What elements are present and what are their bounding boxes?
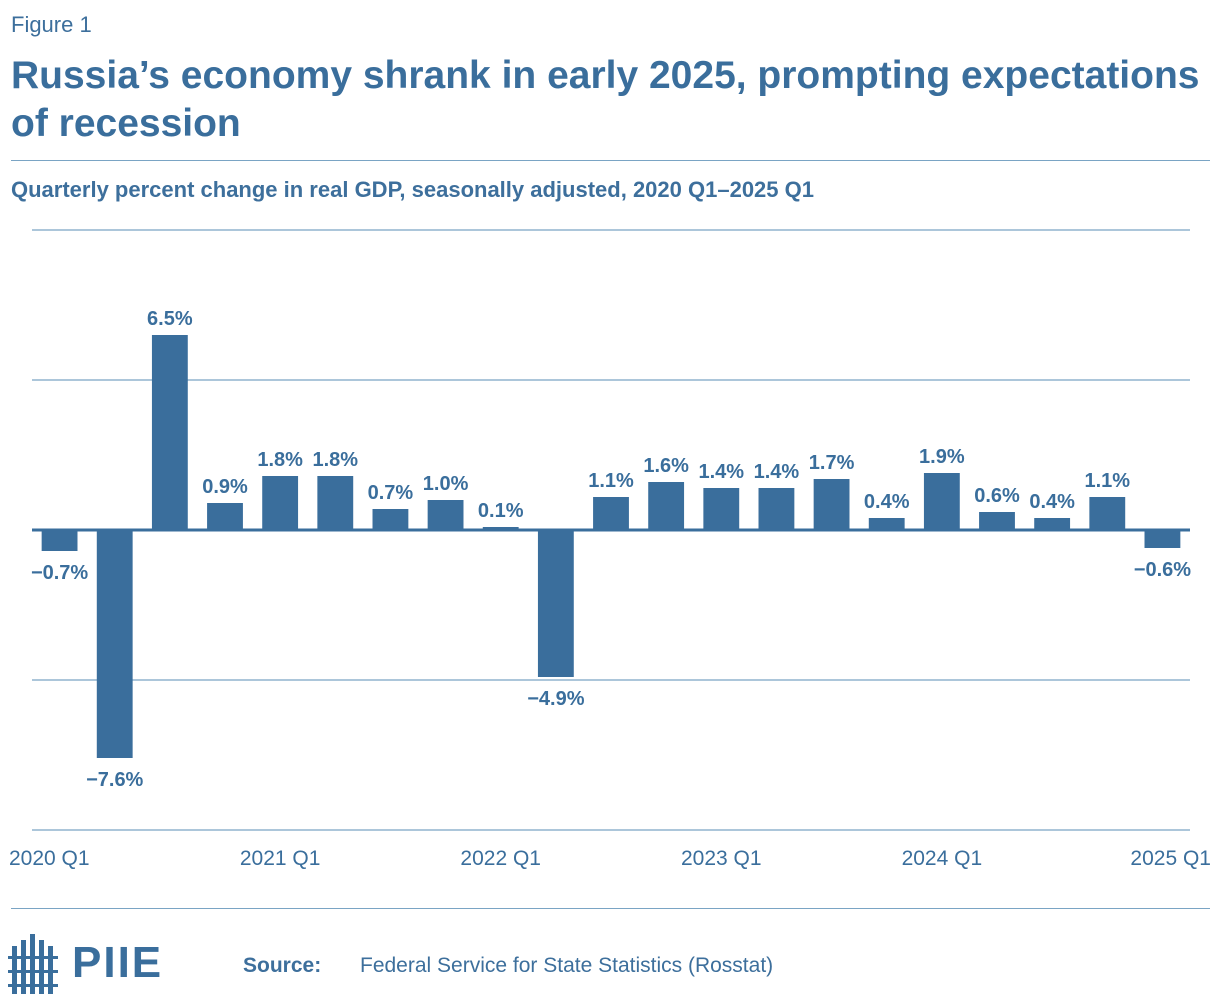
piie-logo-icon (8, 934, 58, 994)
data-label: −0.7% (31, 562, 88, 584)
bar (648, 482, 685, 530)
data-label: 0.4% (864, 491, 910, 513)
bar (1034, 518, 1071, 530)
chart-title: Russia’s economy shrank in early 2025, p… (11, 54, 1200, 145)
bar (262, 476, 299, 530)
x-tick-label: 2022 Q1 (460, 847, 541, 870)
bar (317, 476, 354, 530)
data-label: 1.4% (698, 461, 744, 483)
x-tick-label: 2024 Q1 (902, 847, 983, 870)
bar (758, 488, 795, 530)
data-label: −0.6% (1134, 559, 1191, 581)
data-label: −7.6% (86, 769, 143, 791)
source-text: Federal Service for State Statistics (Ro… (360, 954, 774, 977)
source-label: Source: (243, 954, 322, 977)
bar (96, 530, 133, 758)
data-label: 1.7% (809, 452, 855, 474)
data-label: 1.8% (312, 449, 358, 471)
data-label: 0.1% (478, 500, 524, 522)
x-tick-label: 2025 Q1 (1130, 847, 1211, 870)
data-label: 1.8% (257, 449, 303, 471)
bar (41, 530, 78, 551)
footer: PIIE Source: Federal Service for State S… (0, 920, 1220, 1006)
data-label: 6.5% (147, 308, 193, 330)
bar (1089, 497, 1126, 530)
figure-label: Figure 1 (11, 12, 92, 37)
footer-divider (11, 908, 1210, 909)
data-label: 1.9% (919, 446, 965, 468)
logo-text: PIIE (72, 938, 164, 987)
title-divider (11, 160, 1210, 161)
data-label: −4.9% (527, 688, 584, 710)
x-tick-label: 2021 Q1 (240, 847, 321, 870)
bar (703, 488, 740, 530)
bar (813, 479, 850, 530)
bar (427, 500, 464, 530)
bar (537, 530, 574, 677)
bar (923, 473, 960, 530)
data-label: 0.6% (974, 485, 1020, 507)
data-label: 1.1% (588, 470, 634, 492)
bar-chart: −0.7% −7.6% 6.5% 0.9% 1.8% 1.8% 0.7% 1.0% 0.1% −4… (9, 229, 1211, 870)
data-label: 1.6% (643, 455, 689, 477)
data-label: 1.4% (754, 461, 800, 483)
bar (979, 512, 1015, 530)
data-label: 0.4% (1029, 491, 1075, 513)
bar (593, 497, 629, 530)
x-tick-label: 2020 Q1 (9, 847, 90, 870)
bar (372, 509, 409, 530)
data-label: 1.0% (423, 473, 469, 495)
x-tick-label: 2023 Q1 (681, 847, 762, 870)
chart-subtitle: Quarterly percent change in real GDP, se… (11, 177, 814, 202)
bar (207, 503, 243, 530)
bar (868, 518, 905, 530)
data-label: 1.1% (1084, 470, 1130, 492)
data-label: 0.9% (202, 476, 248, 498)
bar (1144, 530, 1181, 548)
data-label: 0.7% (368, 482, 414, 504)
bar (151, 335, 188, 530)
